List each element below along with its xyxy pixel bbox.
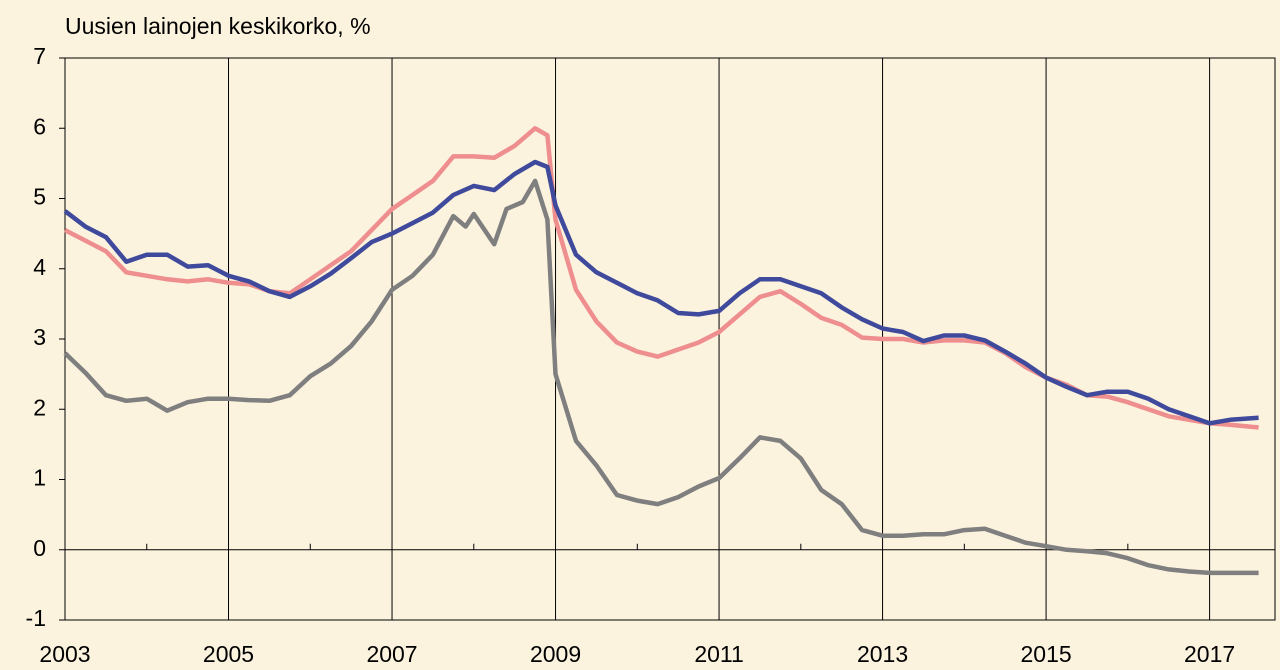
- x-tick-label: 2015: [1020, 641, 1071, 667]
- y-tick-label: 7: [33, 43, 46, 69]
- x-tick-label: 2003: [39, 641, 90, 667]
- x-tick-label: 2005: [203, 641, 254, 667]
- x-tick-label: 2017: [1184, 641, 1235, 667]
- y-tick-label: 1: [33, 465, 46, 491]
- y-tick-label: -1: [26, 605, 46, 631]
- y-tick-label: 2: [33, 394, 46, 420]
- y-tick-label: 4: [33, 254, 46, 280]
- plot-frame: [64, 57, 1276, 621]
- x-tick-label: 2011: [694, 641, 743, 667]
- x-tick-label: 2007: [366, 641, 417, 667]
- y-tick-label: 5: [33, 184, 46, 210]
- y-tick-label: 6: [33, 113, 46, 139]
- y-tick-label: 0: [33, 535, 46, 561]
- series-line: [63, 178, 1259, 576]
- chart-title: Uusien lainojen keskikorko, %: [65, 13, 371, 39]
- series-line: [63, 159, 1259, 426]
- x-tick-label: 2013: [857, 641, 908, 667]
- y-tick-label: 3: [33, 324, 46, 350]
- x-tick-label: 2009: [530, 641, 581, 667]
